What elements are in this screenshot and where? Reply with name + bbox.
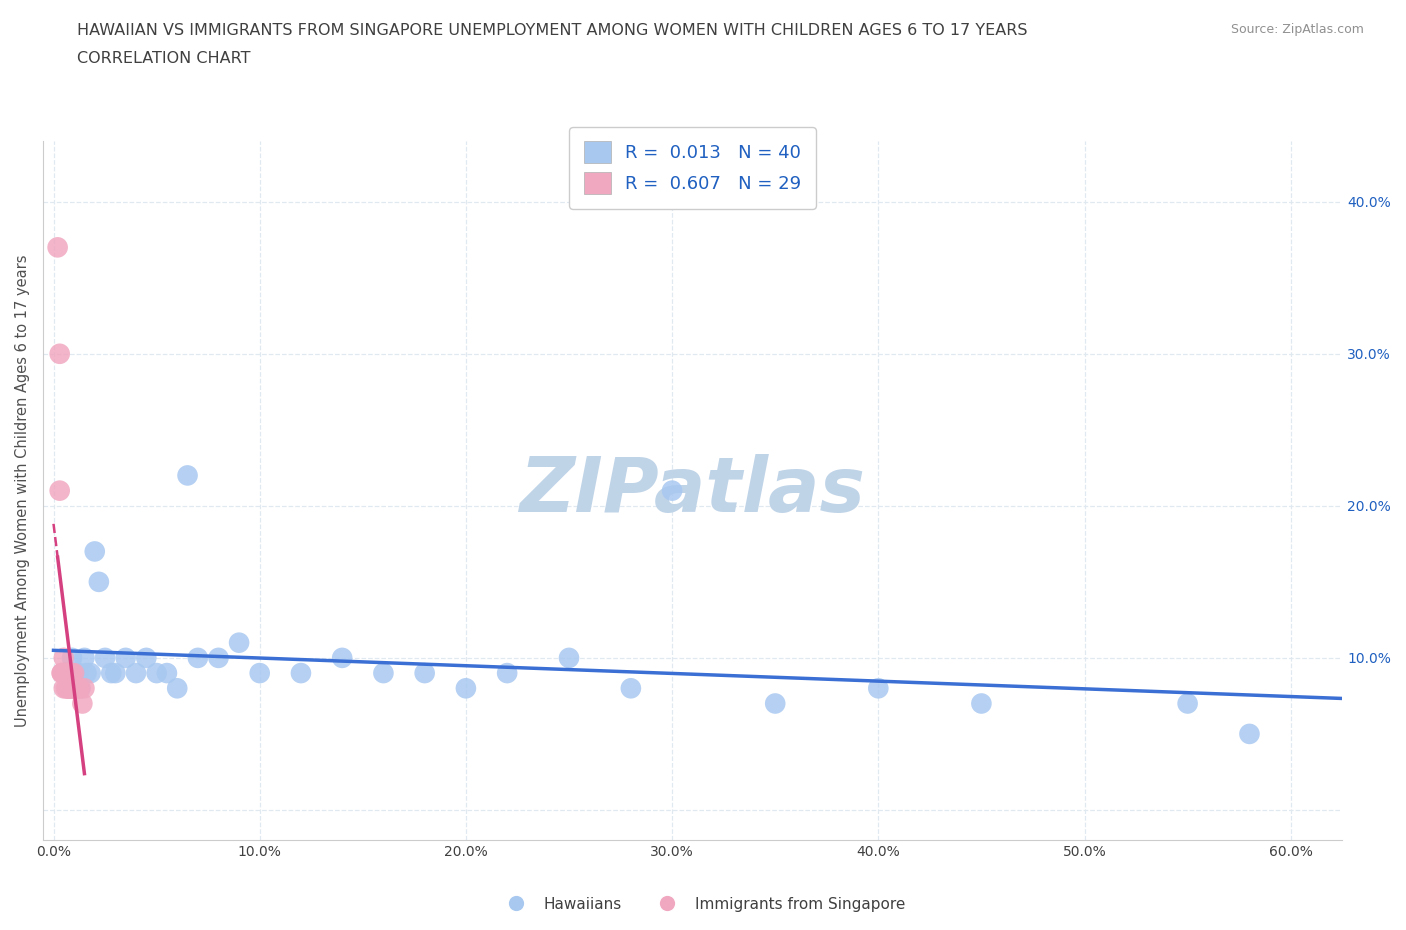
Point: [56, 666, 79, 681]
Point: [135, 650, 157, 665]
Point: [60, 681, 83, 696]
Legend: Hawaiians, Immigrants from Singapore: Hawaiians, Immigrants from Singapore: [495, 891, 911, 918]
Point: [63, 666, 86, 681]
Point: [156, 666, 179, 681]
Point: [373, 666, 395, 681]
Text: ZIPatlas: ZIPatlas: [520, 454, 866, 527]
Point: [52, 666, 75, 681]
Point: [100, 666, 122, 681]
Point: [48, 346, 70, 361]
Point: [48, 484, 70, 498]
Point: [145, 666, 167, 681]
Point: [63, 681, 86, 696]
Point: [56, 666, 79, 681]
Point: [94, 650, 117, 665]
Point: [60, 650, 83, 665]
Point: [87, 575, 110, 590]
Point: [52, 650, 75, 665]
Legend: R =  0.013   N = 40, R =  0.607   N = 29: R = 0.013 N = 40, R = 0.607 N = 29: [569, 126, 815, 209]
Point: [67, 666, 90, 681]
Point: [249, 666, 271, 681]
Point: [290, 666, 312, 681]
Point: [46, 240, 69, 255]
Point: [114, 650, 136, 665]
Point: [60, 681, 83, 696]
Text: HAWAIIAN VS IMMIGRANTS FROM SINGAPORE UNEMPLOYMENT AMONG WOMEN WITH CHILDREN AGE: HAWAIIAN VS IMMIGRANTS FROM SINGAPORE UN…: [77, 23, 1028, 38]
Point: [187, 650, 209, 665]
Point: [55, 666, 77, 681]
Point: [52, 681, 75, 696]
Point: [125, 666, 148, 681]
Point: [763, 696, 786, 711]
Point: [496, 666, 519, 681]
Point: [330, 650, 353, 665]
Point: [52, 666, 75, 681]
Point: [661, 484, 683, 498]
Point: [55, 666, 77, 681]
Point: [51, 666, 73, 681]
Point: [868, 681, 890, 696]
Point: [79, 666, 101, 681]
Point: [56, 666, 79, 681]
Point: [69, 681, 91, 696]
Point: [76, 666, 98, 681]
Point: [59, 681, 82, 696]
Point: [166, 681, 188, 696]
Point: [67, 681, 90, 696]
Point: [1177, 696, 1199, 711]
Point: [65, 681, 87, 696]
Point: [60, 666, 83, 681]
Point: [176, 468, 198, 483]
Point: [1239, 726, 1261, 741]
Point: [72, 696, 94, 711]
Point: [59, 681, 82, 696]
Y-axis label: Unemployment Among Women with Children Ages 6 to 17 years: Unemployment Among Women with Children A…: [15, 255, 30, 727]
Point: [69, 681, 91, 696]
Point: [63, 666, 86, 681]
Point: [104, 666, 127, 681]
Text: Source: ZipAtlas.com: Source: ZipAtlas.com: [1230, 23, 1364, 36]
Point: [73, 650, 96, 665]
Point: [970, 696, 993, 711]
Point: [620, 681, 643, 696]
Point: [56, 681, 79, 696]
Point: [207, 650, 229, 665]
Point: [52, 666, 75, 681]
Point: [454, 681, 477, 696]
Point: [55, 681, 77, 696]
Point: [51, 666, 73, 681]
Point: [56, 681, 79, 696]
Point: [83, 544, 105, 559]
Point: [59, 666, 82, 681]
Point: [73, 681, 96, 696]
Point: [558, 650, 581, 665]
Point: [228, 635, 250, 650]
Text: CORRELATION CHART: CORRELATION CHART: [77, 51, 250, 66]
Point: [413, 666, 436, 681]
Point: [56, 681, 79, 696]
